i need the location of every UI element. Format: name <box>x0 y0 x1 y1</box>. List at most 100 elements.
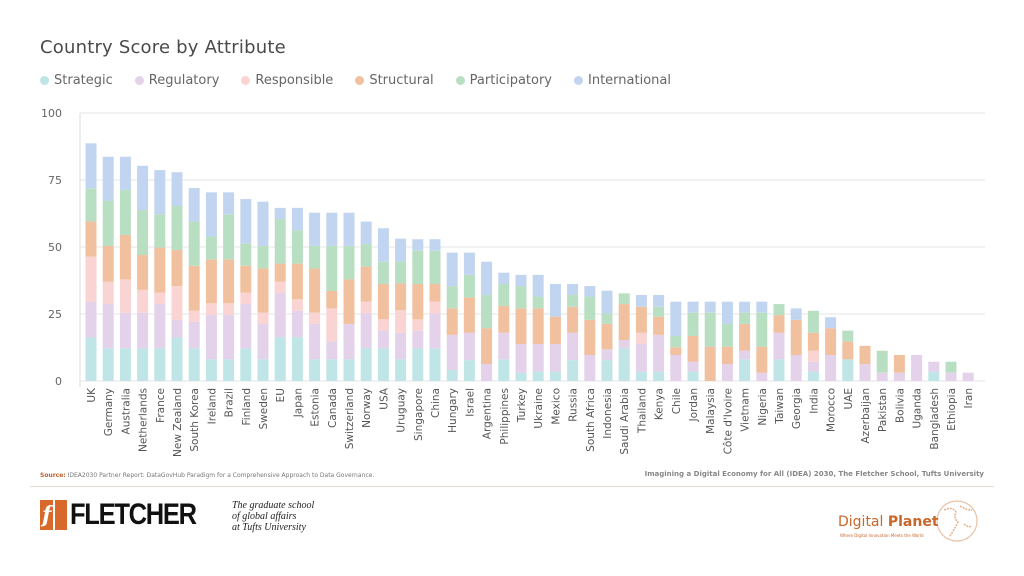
bar-segment-participatory <box>119 189 131 235</box>
tagline-line: of global affairs <box>232 511 297 522</box>
x-tick-label: Israel <box>464 388 476 417</box>
bar-segment-structural <box>584 319 596 356</box>
bar-segment-responsible <box>635 332 647 345</box>
bar-segment-participatory <box>412 250 424 284</box>
bar-segment-strategic <box>498 359 510 381</box>
bar-segment-regulatory <box>601 349 613 361</box>
bar-segment-structural <box>687 335 699 362</box>
y-tick-label: 25 <box>48 308 62 321</box>
bar-segment-international <box>240 199 252 244</box>
legend-swatch <box>355 76 365 85</box>
legend-swatch <box>455 76 465 85</box>
x-tick-label: Thailand <box>636 388 648 434</box>
bar-segment-structural <box>653 316 665 335</box>
bar-segment-strategic <box>137 348 149 381</box>
bar-segment-regulatory <box>945 372 957 381</box>
bar-segment-strategic <box>635 371 647 381</box>
bar-segment-regulatory <box>532 344 544 372</box>
bar-segment-regulatory <box>962 372 974 381</box>
bar-segment-participatory <box>515 286 527 309</box>
bar-segment-regulatory <box>412 330 424 349</box>
x-tick-label: Turkey <box>516 388 528 423</box>
bar-segment-participatory <box>395 261 407 284</box>
bar-segment-international <box>205 192 217 237</box>
bar-segment-responsible <box>274 281 286 294</box>
y-tick-label: 50 <box>48 241 62 254</box>
bar-segment-structural <box>395 283 407 311</box>
bar-segment-participatory <box>498 283 510 306</box>
bar-segment-international <box>309 212 321 246</box>
bar-segment-structural <box>188 265 200 311</box>
x-tick-label: Brazil <box>224 388 236 417</box>
bar-segment-structural <box>326 290 338 309</box>
x-tick-label: China <box>430 388 442 418</box>
bar-segment-international <box>825 317 837 329</box>
bar-segment-international <box>584 286 596 297</box>
bar-segment-participatory <box>601 313 613 324</box>
bar-segment-strategic <box>119 348 131 381</box>
bar-segment-strategic <box>171 337 183 381</box>
bar-segment-international <box>377 228 389 262</box>
tagline: The graduate school of global affairs at… <box>232 500 314 533</box>
bar-segment-strategic <box>223 359 235 381</box>
bar-segment-regulatory <box>429 313 441 349</box>
bar-segment-regulatory <box>154 304 166 349</box>
bar-segment-international <box>704 301 716 313</box>
bar-segment-international <box>360 221 372 245</box>
x-tick-label: Chile <box>671 388 683 414</box>
x-tick-label: Japan <box>292 388 304 418</box>
bar-segment-strategic <box>601 360 613 381</box>
bar-segment-strategic <box>567 360 579 381</box>
bar-segment-responsible <box>377 319 389 331</box>
x-tick-label: Singapore <box>413 388 425 441</box>
x-tick-label: France <box>155 388 167 423</box>
fletcher-mark: f <box>40 500 54 530</box>
bar-segment-regulatory <box>790 355 802 381</box>
bar-segment-structural <box>360 266 372 302</box>
bar-segment-regulatory <box>928 361 940 372</box>
bar-segment-responsible <box>412 319 424 331</box>
bar-segment-strategic <box>102 348 114 381</box>
bar-segment-regulatory <box>567 332 579 361</box>
legend-label: Regulatory <box>148 73 220 88</box>
bar-segment-participatory <box>257 245 269 269</box>
bar-segment-regulatory <box>515 344 527 373</box>
bar-segment-structural <box>670 347 682 356</box>
fletcher-logo: f FLETCHER <box>40 500 218 530</box>
bar-segment-participatory <box>309 245 321 269</box>
bar-segment-international <box>790 308 802 320</box>
bar-segment-responsible <box>102 281 114 305</box>
bar-segment-regulatory <box>360 313 372 349</box>
bar-segment-responsible <box>119 279 131 313</box>
x-tick-label: Norway <box>361 388 373 428</box>
bar-segment-structural <box>240 265 252 293</box>
bar-segment-international <box>721 301 733 324</box>
bar-segment-regulatory <box>807 361 819 372</box>
bar-segment-strategic <box>85 337 97 381</box>
bar-segment-regulatory <box>274 293 286 338</box>
bar-segment-participatory <box>653 306 665 317</box>
bar-segment-structural <box>377 283 389 320</box>
bar-segment-participatory <box>429 250 441 284</box>
bar-segment-strategic <box>618 348 630 381</box>
x-tick-label: Uruguay <box>396 388 408 433</box>
fletcher-wordmark: FLETCHER <box>70 498 197 531</box>
bar-segment-participatory <box>756 312 768 347</box>
bar-segment-strategic <box>446 370 458 381</box>
x-tick-label: Iran <box>963 388 975 409</box>
legend-label: Structural <box>369 73 434 88</box>
x-tick-label: Jordan <box>688 388 700 422</box>
bar-segment-regulatory <box>618 339 630 349</box>
bar-segment-regulatory <box>377 330 389 349</box>
bar-segment-participatory <box>240 243 252 266</box>
y-tick-label: 0 <box>55 375 62 388</box>
bar-segment-international <box>532 274 544 297</box>
bar-segment-regulatory <box>102 304 114 349</box>
x-tick-label: Georgia <box>791 388 803 429</box>
bar-segment-international <box>326 212 338 246</box>
bar-segment-participatory <box>704 312 716 347</box>
x-tick-label: Vietnam <box>740 388 752 432</box>
x-tick-label: Ukraine <box>533 388 545 429</box>
bar-segment-strategic <box>154 348 166 381</box>
bar-segment-responsible <box>240 292 252 305</box>
